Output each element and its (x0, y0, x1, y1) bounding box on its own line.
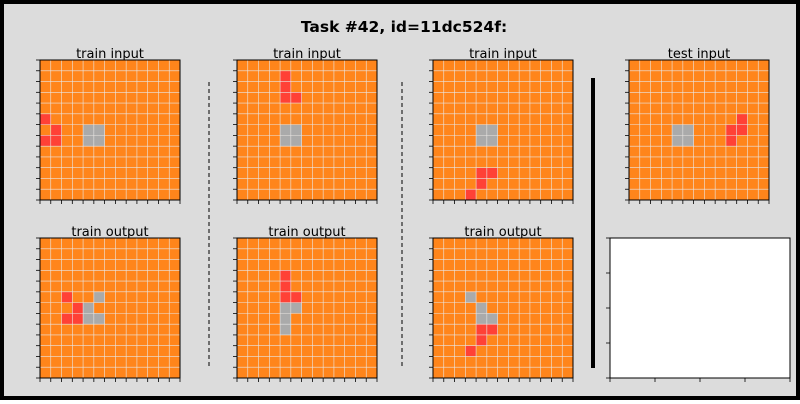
panel-title: train output (268, 225, 346, 240)
grid-cell-gray (93, 135, 105, 147)
grid-cell-red (61, 291, 73, 303)
grid-cell-red (465, 345, 477, 357)
grid-cell-red (486, 167, 498, 179)
grid-background (433, 60, 573, 200)
grid-background (433, 238, 573, 378)
panel-title: train output (464, 225, 542, 240)
grid-cell-red (72, 313, 84, 325)
grid-cell-gray (682, 135, 694, 147)
train-input-grid-1 (36, 59, 181, 204)
grid-cell-gray (486, 313, 498, 325)
grid-cell-red (725, 135, 737, 147)
grid-cell-gray (93, 124, 105, 136)
grid-cell-red (280, 81, 291, 93)
separators (208, 78, 595, 368)
grid-cell-gray (280, 313, 291, 325)
grid-cell-gray (672, 124, 683, 136)
grid-background (237, 60, 377, 200)
grid-cell-gray (476, 135, 487, 147)
grid-cell-red (486, 324, 498, 335)
train-output-grid-1 (36, 237, 181, 382)
grid-cell-gray (280, 302, 291, 314)
grid-cell-gray (83, 302, 94, 314)
grid-cell-gray (83, 135, 94, 147)
grid-border (432, 237, 574, 379)
page-title: Task #42, id=11dc524f: (300, 18, 508, 36)
panel-title: train input (469, 47, 537, 62)
train-input-grid-2 (233, 59, 378, 204)
grid-cell-red (280, 281, 291, 292)
grid-cell-red (40, 113, 51, 125)
grid-cell-red (736, 124, 748, 136)
grid-cell-gray (280, 324, 291, 335)
grid-border (432, 59, 574, 201)
grid-border (628, 59, 770, 201)
grid-cell-red (476, 324, 487, 335)
grid-cell-gray (93, 313, 105, 325)
grid-cell-red (476, 178, 487, 190)
grid-cell-red (50, 124, 62, 136)
grid-cell-red (280, 270, 291, 282)
grid-background (237, 238, 377, 378)
grid-cell-gray (290, 302, 302, 314)
grid-cell-gray (83, 124, 94, 136)
grid-cell-red (465, 189, 477, 200)
grid-cell-red (736, 113, 748, 125)
grid-cell-gray (486, 135, 498, 147)
grid-cell-red (280, 92, 291, 104)
panel-title: train input (273, 47, 341, 62)
grid-cell-red (61, 313, 73, 325)
grid-cell-red (50, 135, 62, 147)
grid-border (39, 237, 181, 379)
grid-cell-gray (672, 135, 683, 147)
test-output-empty-panel (606, 237, 791, 382)
grid-cell-red (40, 135, 51, 147)
grid-cell-gray (290, 124, 302, 136)
train-input-grid-3 (429, 59, 574, 204)
grid-cell-red (476, 167, 487, 179)
grid-cell-gray (476, 313, 487, 325)
grid-border (236, 237, 378, 379)
grid-cell-gray (682, 124, 694, 136)
grid-cell-gray (476, 302, 487, 314)
grid-cell-gray (83, 313, 94, 325)
train-output-grid-3 (429, 237, 574, 382)
grid-cell-gray (280, 124, 291, 136)
panel-title: test input (667, 47, 731, 62)
panel-title: train output (71, 225, 149, 240)
grid-cell-gray (280, 135, 291, 147)
grid-cell-red (280, 291, 291, 303)
grid-cell-gray (486, 124, 498, 136)
grid-cell-gray (93, 291, 105, 303)
train-output-grid-2 (233, 237, 378, 382)
grid-cell-red (72, 302, 84, 314)
grid-cell-red (290, 291, 302, 303)
grid-cell-red (725, 124, 737, 136)
grid-border (39, 59, 181, 201)
grid-background (40, 60, 180, 200)
grid-cell-gray (476, 124, 487, 136)
grid-cell-red (280, 70, 291, 82)
panel-title: train input (76, 47, 144, 62)
grid-cell-gray (465, 291, 477, 303)
grid-border (236, 59, 378, 201)
grid-cell-red (290, 92, 302, 104)
grid-background (40, 238, 180, 378)
grid-cell-gray (290, 135, 302, 147)
grid-cell-red (476, 334, 487, 346)
test-input-grid (625, 59, 770, 204)
